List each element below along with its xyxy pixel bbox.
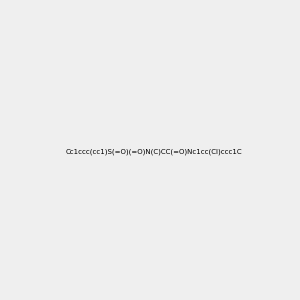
Text: Cc1ccc(cc1)S(=O)(=O)N(C)CC(=O)Nc1cc(Cl)ccc1C: Cc1ccc(cc1)S(=O)(=O)N(C)CC(=O)Nc1cc(Cl)c…	[65, 148, 242, 155]
